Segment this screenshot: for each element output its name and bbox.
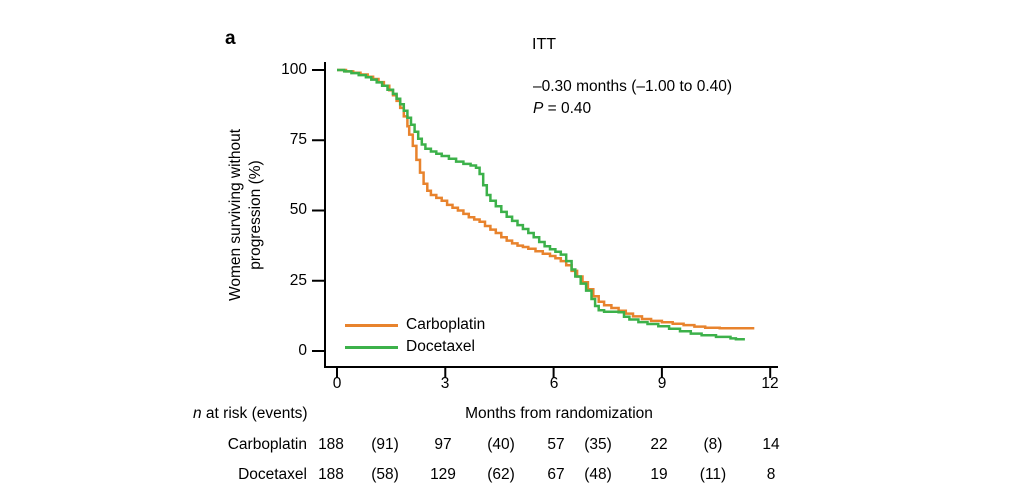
- risk-cell: (58): [371, 466, 399, 483]
- y-axis-title-line1: Women surviving without: [227, 128, 244, 302]
- n-symbol: n: [193, 405, 202, 422]
- x-tick-0: 0: [332, 375, 342, 392]
- risk-cell: (91): [371, 436, 399, 453]
- chart-title: ITT: [532, 36, 556, 53]
- risk-cell: 67: [547, 466, 565, 483]
- risk-row-label-carboplatin: Carboplatin: [227, 436, 307, 453]
- risk-cell: (11): [699, 466, 727, 483]
- p-symbol: P: [533, 100, 544, 117]
- risk-cell: (35): [584, 436, 612, 453]
- y-axis-title-line2: progression (%): [247, 160, 264, 270]
- y-tick-50: 50: [289, 201, 307, 218]
- risk-cell: 129: [430, 466, 456, 483]
- risk-cell: (62): [487, 466, 515, 483]
- risk-cell: (48): [584, 466, 612, 483]
- risk-cell: 188: [318, 466, 344, 483]
- risk-cell: 19: [650, 466, 668, 483]
- legend-label-docetaxel: Docetaxel: [406, 338, 475, 355]
- risk-cell: 22: [650, 436, 668, 453]
- y-tick-25: 25: [289, 272, 307, 289]
- x-tick-6: 6: [549, 375, 559, 392]
- legend-line-carboplatin: [345, 324, 398, 327]
- risk-table-header: n at risk (events): [193, 405, 308, 423]
- panel-label: a: [225, 28, 236, 49]
- legend-line-docetaxel: [345, 346, 398, 349]
- x-tick-12: 12: [761, 375, 779, 392]
- legend-label-carboplatin: Carboplatin: [406, 316, 486, 333]
- risk-cell: 57: [547, 436, 565, 453]
- x-tick-3: 3: [440, 375, 450, 392]
- x-axis-title: Months from randomization: [465, 405, 653, 422]
- risk-header-rest: at risk (events): [201, 405, 308, 422]
- risk-cell: 8: [766, 466, 776, 483]
- y-tick-0: 0: [298, 342, 307, 359]
- y-tick-75: 75: [289, 131, 307, 148]
- p-value-annotation: P = 0.40: [533, 100, 591, 118]
- x-tick-9: 9: [657, 375, 667, 392]
- effect-estimate-annotation: –0.30 months (–1.00 to 0.40): [533, 78, 733, 95]
- y-tick-100: 100: [281, 61, 307, 78]
- p-value: = 0.40: [543, 100, 592, 117]
- risk-cell: 97: [434, 436, 452, 453]
- risk-cell: 188: [318, 436, 344, 453]
- y-axis-title: Women surviving without progression (%): [226, 129, 266, 301]
- risk-cell: (8): [703, 436, 723, 453]
- risk-row-label-docetaxel: Docetaxel: [238, 466, 307, 483]
- risk-cell: 14: [762, 436, 780, 453]
- risk-cell: (40): [487, 436, 515, 453]
